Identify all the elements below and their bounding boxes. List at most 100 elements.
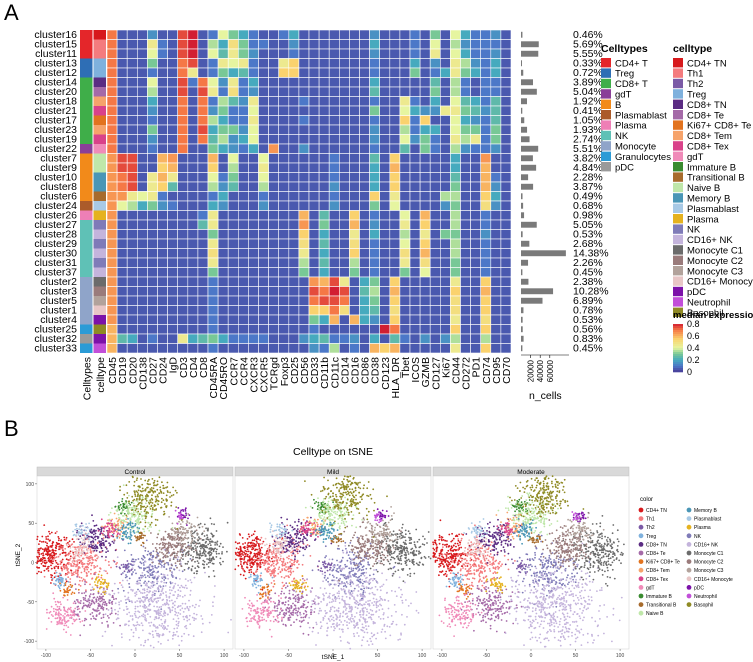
- tsne-point: [93, 529, 96, 532]
- tsne-point: [57, 567, 60, 570]
- heatmap-cell: [248, 153, 259, 164]
- heatmap-cell: [157, 67, 168, 78]
- heatmap-cell: [157, 96, 168, 107]
- tsne-point: [151, 574, 154, 576]
- heatmap-cell: [490, 58, 502, 69]
- heatmap-cell: [278, 286, 290, 297]
- heatmap-cell: [379, 58, 391, 69]
- tsne-point: [168, 532, 170, 535]
- tsne-point: [60, 566, 63, 568]
- tsne-point: [55, 579, 58, 582]
- heatmap-cell: [490, 181, 502, 192]
- heatmap-cell: [137, 248, 148, 259]
- heatmap-cell: [258, 295, 269, 306]
- tsne-point: [208, 540, 211, 543]
- celltype-legend-swatch: [673, 182, 683, 193]
- heatmap-cell: [409, 267, 421, 278]
- tsne-point: [179, 578, 181, 580]
- heatmap-cell: [258, 229, 269, 240]
- tsne-point: [68, 572, 70, 574]
- tsne-point: [61, 558, 64, 561]
- tsne-point: [179, 511, 182, 513]
- tsne-point: [270, 557, 273, 560]
- tsne-point: [253, 563, 255, 565]
- tsne-point: [105, 604, 108, 607]
- tsne-point: [79, 585, 82, 587]
- heatmap-cell: [187, 143, 199, 154]
- tsne-point: [157, 608, 160, 611]
- tsne-point: [180, 515, 183, 517]
- tsne-point: [141, 592, 144, 595]
- heatmap-cell: [470, 96, 482, 107]
- heatmap-cell: [359, 77, 370, 88]
- heatmap-cell: [126, 48, 138, 59]
- tsne-point: [135, 520, 137, 522]
- n-cells-percent: 2.68%: [573, 238, 603, 250]
- tsne-point: [108, 536, 111, 539]
- tsne-point: [156, 494, 159, 496]
- tsne-point: [64, 547, 67, 550]
- heatmap-cell: [308, 143, 320, 154]
- heatmap-cell: [288, 181, 300, 192]
- tsne-point: [129, 521, 132, 523]
- tsne-point: [77, 601, 80, 603]
- heatmap-cell: [328, 238, 340, 249]
- n-cells-bar: [521, 183, 534, 190]
- heatmap-cell: [439, 324, 451, 335]
- tsne-point: [174, 610, 177, 613]
- tsne-point: [76, 564, 79, 567]
- bar-axis-tick-label: 20000: [527, 359, 536, 382]
- heatmap-cell: [490, 39, 502, 50]
- heatmap-cell: [167, 210, 179, 221]
- heatmap-cell: [429, 29, 441, 40]
- tsne-point: [43, 565, 45, 568]
- heatmap-cell: [197, 181, 209, 192]
- tsne-point: [160, 610, 162, 613]
- heatmap-cell: [349, 105, 360, 116]
- tsne-point: [226, 550, 228, 553]
- heatmap-cell: [349, 115, 360, 126]
- tsne-point: [152, 646, 155, 649]
- heatmap-cell: [480, 324, 492, 335]
- heatmap-cell: [167, 77, 179, 88]
- heatmap-cell: [480, 333, 492, 344]
- heatmap-cell: [389, 172, 401, 183]
- heatmap-cell: [258, 96, 269, 107]
- heatmap-cell: [338, 229, 350, 240]
- tsne-point: [61, 620, 63, 622]
- heatmap-cell: [359, 257, 370, 268]
- tsne-point: [96, 596, 99, 599]
- tsne-point: [94, 573, 96, 576]
- tsne-point: [160, 625, 163, 627]
- heatmap-cell: [369, 39, 381, 50]
- tsne-point: [168, 630, 171, 633]
- heatmap-cell: [278, 48, 290, 59]
- heatmap-cell: [399, 200, 411, 211]
- tsne-point: [137, 583, 139, 585]
- n-cells-percent: 14.38%: [573, 248, 609, 260]
- tsne-point: [171, 539, 174, 541]
- tsne-point: [57, 580, 60, 583]
- tsne-point: [129, 536, 132, 538]
- heatmap-cell: [490, 67, 502, 78]
- heatmap-cell: [116, 210, 128, 221]
- tsne-point: [208, 621, 211, 624]
- tsne-point: [124, 507, 127, 510]
- tsne-point: [125, 526, 127, 529]
- heatmap-cell: [268, 248, 280, 259]
- tsne-point: [195, 572, 198, 575]
- heatmap-cell: [328, 343, 340, 354]
- tsne-point: [47, 538, 49, 541]
- tsne-point: [196, 560, 199, 562]
- cluster-cd16-monocyte: [65, 535, 100, 562]
- heatmap-cell: [308, 276, 320, 287]
- heatmap-cell: [238, 58, 249, 69]
- tsne-point: [70, 593, 73, 595]
- celltypes-legend-swatch: [601, 151, 611, 161]
- tsne-point: [154, 630, 157, 632]
- heatmap-cell: [288, 210, 300, 221]
- heatmap-cell: [470, 134, 482, 145]
- heatmap-cell: [268, 238, 280, 249]
- tsne-point: [143, 605, 146, 608]
- tsne-point: [173, 530, 176, 533]
